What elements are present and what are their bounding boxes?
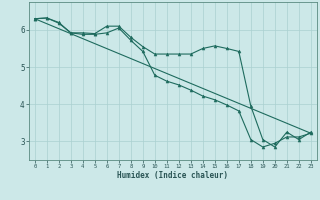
X-axis label: Humidex (Indice chaleur): Humidex (Indice chaleur) bbox=[117, 171, 228, 180]
